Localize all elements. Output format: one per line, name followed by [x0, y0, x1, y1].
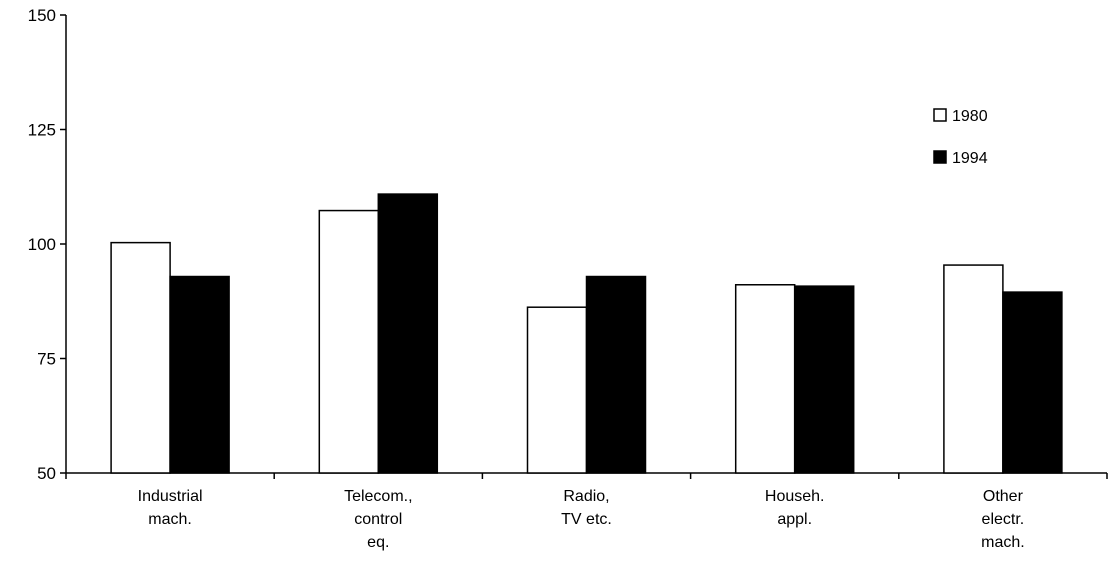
- y-tick-label: 75: [37, 350, 56, 369]
- category-label: Industrial mach.: [138, 488, 203, 528]
- y-tick-label: 150: [28, 6, 56, 25]
- bar-1994-4: [1002, 291, 1063, 474]
- category-label-line: TV etc.: [561, 511, 612, 528]
- category-label: Other electr. mach.: [981, 488, 1025, 551]
- category-label-line: appl.: [777, 511, 812, 528]
- category-label-line: Other: [983, 488, 1024, 505]
- category-label-line: eq.: [367, 534, 389, 551]
- category-labels: Industrial mach. Telecom., control eq. Radio,…: [138, 488, 1025, 551]
- category-label: Radio, TV etc.: [561, 488, 612, 528]
- category-label-line: control: [354, 511, 402, 528]
- legend-swatch-1994: [933, 150, 947, 164]
- bar-1994-0: [169, 275, 230, 474]
- category-label: Telecom., control eq.: [344, 488, 412, 551]
- y-tick-label: 125: [28, 121, 56, 140]
- x-axis: [65, 472, 1108, 479]
- category-label: Househ. appl.: [765, 488, 825, 528]
- category-label-line: mach.: [148, 511, 192, 528]
- legend: 1980 1994: [933, 108, 988, 167]
- y-tick-label: 100: [28, 235, 56, 254]
- bar-1994-2: [585, 275, 647, 474]
- bars: [110, 193, 1063, 474]
- bar-1980-4: [943, 264, 1004, 474]
- category-label-line: mach.: [981, 534, 1025, 551]
- category-label-line: Househ.: [765, 488, 825, 505]
- bar-1994-1: [377, 193, 439, 474]
- legend-label-1980: 1980: [952, 108, 988, 125]
- category-label-line: Radio,: [563, 488, 609, 505]
- category-label-line: electr.: [982, 511, 1025, 528]
- bar-1994-3: [793, 285, 855, 474]
- y-axis: 50 75 100 125 150: [28, 6, 67, 483]
- bar-1980-0: [110, 241, 171, 474]
- category-label-line: Industrial: [138, 488, 203, 505]
- category-label-line: Telecom.,: [344, 488, 412, 505]
- legend-label-1994: 1994: [952, 150, 988, 167]
- bar-1980-3: [734, 284, 796, 474]
- legend-swatch-1980: [933, 108, 947, 122]
- bar-1980-1: [318, 209, 380, 474]
- y-tick-label: 50: [37, 464, 56, 483]
- bar-1980-2: [526, 306, 588, 474]
